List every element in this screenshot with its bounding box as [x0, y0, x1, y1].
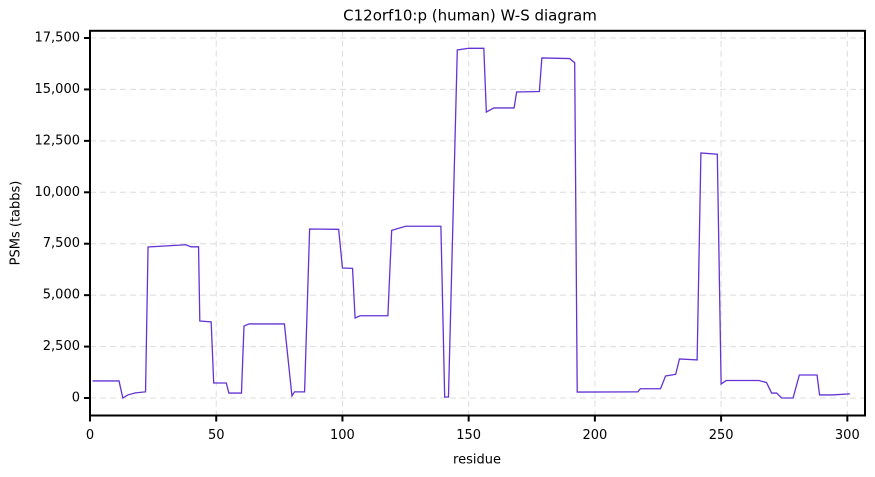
x-tick-label: 50	[208, 428, 225, 443]
x-axis-label: residue	[453, 453, 501, 468]
y-tick-label: 0	[72, 391, 80, 406]
data-line	[92, 47, 850, 400]
x-tick-label: 100	[330, 428, 355, 443]
y-axis-label: PSMs (tabbs)	[9, 181, 24, 266]
y-tick-label: 17,500	[35, 31, 81, 46]
chart-title: C12orf10:p (human) W-S diagram	[343, 7, 597, 25]
y-tick-label: 5,000	[43, 288, 80, 303]
y-tick-label: 7,500	[43, 236, 80, 251]
y-tick-label: 2,500	[43, 339, 80, 354]
x-tick-label: 200	[582, 428, 607, 443]
plot-frame	[89, 29, 866, 417]
y-tick-label: 12,500	[35, 133, 81, 148]
x-tick-label: 0	[86, 428, 94, 443]
y-tick-label: 15,000	[35, 82, 81, 97]
x-tick-label: 250	[709, 428, 734, 443]
y-tick-label: 10,000	[35, 185, 81, 200]
x-tick-label: 300	[835, 428, 860, 443]
x-tick-label: 150	[456, 428, 481, 443]
